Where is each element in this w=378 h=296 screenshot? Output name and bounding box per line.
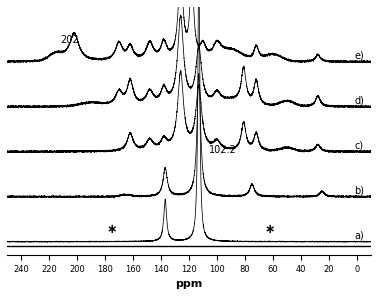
Text: e): e): [354, 51, 364, 61]
Text: ∗: ∗: [265, 223, 276, 236]
Text: 202: 202: [60, 35, 79, 45]
Text: 102.2: 102.2: [209, 145, 236, 155]
Text: ∗: ∗: [107, 223, 117, 236]
Text: d): d): [354, 96, 364, 106]
X-axis label: ppm: ppm: [175, 279, 203, 289]
Text: b): b): [354, 186, 364, 196]
Text: c): c): [355, 141, 364, 151]
Text: a): a): [354, 231, 364, 241]
